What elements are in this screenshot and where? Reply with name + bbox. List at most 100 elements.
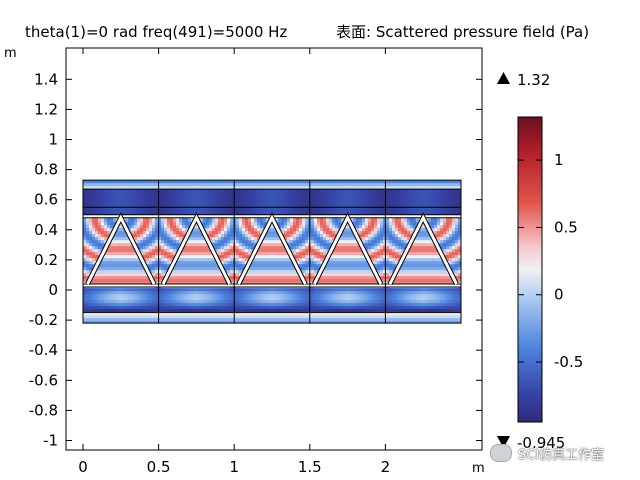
field-cell — [116, 279, 120, 283]
field-cell — [374, 207, 378, 211]
field-cell — [140, 186, 144, 190]
field-cell — [383, 201, 387, 205]
field-cell — [92, 309, 96, 313]
field-cell — [203, 207, 207, 211]
field-cell — [167, 183, 171, 187]
field-cell — [107, 228, 111, 232]
field-cell — [386, 219, 390, 223]
field-cell — [326, 219, 330, 223]
field-cell — [215, 288, 219, 292]
field-cell — [131, 198, 135, 202]
field-cell — [290, 186, 294, 190]
field-cell — [137, 312, 141, 316]
field-cell — [161, 189, 165, 193]
field-cell — [317, 294, 321, 298]
field-cell — [158, 246, 162, 250]
field-cell — [101, 192, 105, 196]
field-cell — [98, 318, 102, 322]
field-cell — [281, 246, 285, 250]
field-cell — [332, 201, 336, 205]
field-cell — [134, 267, 138, 271]
field-cell — [389, 180, 393, 184]
field-cell — [248, 201, 252, 205]
field-cell — [296, 180, 300, 184]
field-cell — [152, 255, 156, 259]
field-cell — [269, 264, 273, 268]
field-cell — [236, 246, 240, 250]
field-cell — [161, 300, 165, 304]
field-cell — [293, 312, 297, 316]
field-cell — [98, 312, 102, 316]
field-cell — [191, 252, 195, 256]
field-cell — [224, 198, 228, 202]
field-cell — [299, 303, 303, 307]
field-cell — [197, 255, 201, 259]
field-cell — [326, 315, 330, 319]
field-cell — [140, 273, 144, 277]
field-cell — [149, 261, 153, 265]
field-cell — [218, 303, 222, 307]
field-cell — [155, 237, 159, 241]
field-cell — [353, 207, 357, 211]
field-cell — [335, 261, 339, 265]
field-cell — [215, 222, 219, 226]
field-cell — [197, 321, 201, 324]
field-cell — [320, 252, 324, 256]
field-cell — [161, 207, 165, 211]
field-cell — [392, 267, 396, 271]
field-cell — [275, 294, 279, 298]
field-cell — [326, 204, 330, 208]
field-cell — [392, 195, 396, 199]
field-cell — [323, 303, 327, 307]
field-cell — [386, 312, 390, 316]
field-cell — [392, 249, 396, 253]
field-cell — [173, 231, 177, 235]
field-cell — [98, 204, 102, 208]
field-cell — [230, 294, 234, 298]
field-cell — [161, 222, 165, 226]
field-cell — [368, 279, 372, 283]
field-cell — [188, 300, 192, 304]
field-cell — [257, 321, 261, 324]
field-cell — [239, 249, 243, 253]
field-cell — [209, 222, 213, 226]
field-cell — [320, 231, 324, 235]
field-cell — [176, 186, 180, 190]
field-cell — [83, 231, 87, 235]
field-cell — [320, 261, 324, 265]
field-cell — [332, 288, 336, 292]
field-cell — [176, 312, 180, 316]
field-cell — [203, 276, 207, 280]
field-cell — [212, 315, 216, 319]
field-cell — [86, 315, 90, 319]
field-cell — [275, 273, 279, 277]
field-cell — [101, 186, 105, 190]
field-cell — [98, 195, 102, 199]
field-cell — [248, 249, 252, 253]
field-cell — [260, 312, 264, 316]
field-cell — [323, 315, 327, 319]
field-cell — [344, 195, 348, 199]
field-cell — [83, 276, 87, 280]
field-cell — [116, 261, 120, 265]
field-cell — [284, 189, 288, 193]
field-cell — [161, 210, 165, 214]
field-cell — [200, 291, 204, 295]
field-cell — [275, 315, 279, 319]
field-cell — [209, 228, 213, 232]
field-cell — [104, 303, 108, 307]
field-cell — [350, 300, 354, 304]
field-cell — [125, 252, 129, 256]
field-cell — [92, 312, 96, 316]
field-cell — [296, 273, 300, 277]
field-cell — [206, 183, 210, 187]
field-cell — [368, 318, 372, 322]
field-cell — [149, 231, 153, 235]
field-cell — [158, 231, 162, 235]
field-cell — [266, 294, 270, 298]
field-cell — [212, 207, 216, 211]
field-cell — [239, 186, 243, 190]
field-cell — [326, 243, 330, 247]
field-cell — [320, 198, 324, 202]
field-cell — [392, 198, 396, 202]
